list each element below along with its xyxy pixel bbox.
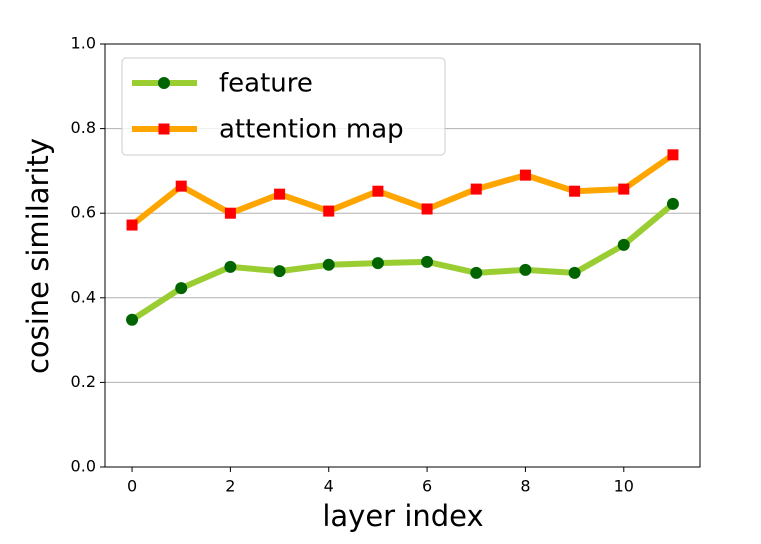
marker — [519, 263, 532, 276]
marker — [421, 255, 434, 268]
marker — [519, 169, 531, 181]
marker — [470, 266, 483, 279]
marker — [323, 205, 335, 217]
series-line — [130, 201, 675, 323]
x-tick-label: 10 — [614, 477, 634, 496]
legend-label: attention map — [219, 115, 404, 145]
x-tick-label: 0 — [127, 477, 137, 496]
x-tick-label: 8 — [520, 477, 530, 496]
marker — [372, 185, 384, 197]
legend-label: feature — [219, 69, 313, 99]
marker — [618, 183, 630, 195]
x-tick-label: 4 — [324, 477, 334, 496]
plot-frame — [104, 43, 701, 468]
y-axis-label: cosine similarity — [21, 138, 55, 374]
marker — [421, 203, 433, 215]
y-tick-label: 0.6 — [71, 203, 96, 222]
legend-box — [121, 57, 446, 156]
marker — [224, 207, 236, 219]
marker — [126, 313, 139, 326]
marker — [322, 258, 335, 271]
marker — [617, 238, 630, 251]
x-axis-label: layer index — [322, 499, 483, 533]
y-tick-label: 0.4 — [71, 287, 96, 306]
y-tick-label: 0.2 — [71, 372, 96, 391]
marker — [273, 265, 286, 278]
y-tick-label: 1.0 — [71, 34, 96, 53]
marker — [175, 180, 187, 192]
marker — [569, 185, 581, 197]
marker — [568, 266, 581, 279]
marker — [470, 183, 482, 195]
marker — [667, 149, 679, 161]
marker — [274, 188, 286, 200]
y-tick-label: 0.8 — [71, 118, 96, 137]
marker — [371, 257, 384, 270]
marker — [666, 197, 679, 210]
series-line — [130, 152, 675, 228]
legend-marker — [158, 123, 170, 135]
y-tick-label: 0.0 — [71, 457, 96, 476]
marker — [175, 282, 188, 295]
x-tick-label: 2 — [225, 477, 235, 496]
legend-marker — [158, 77, 170, 89]
x-tick-label: 6 — [422, 477, 432, 496]
marker — [224, 260, 237, 273]
marker — [126, 219, 138, 231]
